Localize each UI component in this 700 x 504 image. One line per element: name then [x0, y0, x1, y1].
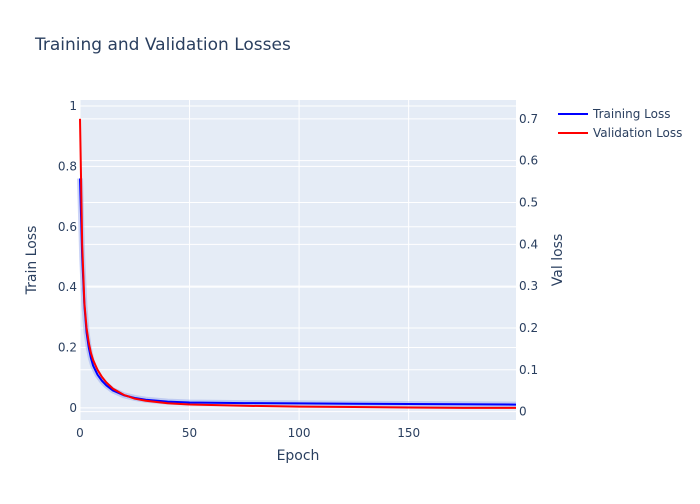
tick-label-y-right-2: 0.2: [519, 321, 538, 335]
chart-title: Training and Validation Losses: [34, 35, 291, 55]
tick-label-y-left-4: 0.8: [58, 159, 77, 173]
tick-label-y-left-3: 0.6: [58, 220, 77, 234]
tick-label-x-0: 0: [76, 426, 84, 440]
tick-label-y-left-1: 0.2: [58, 341, 77, 355]
tick-label-x-1: 50: [182, 426, 197, 440]
tick-label-y-right-7: 0.7: [519, 112, 538, 126]
tick-label-y-right-3: 0.3: [519, 279, 538, 293]
y-axis-right-label: Val loss: [550, 234, 566, 286]
legend[interactable]: Training Loss Validation Loss: [558, 107, 682, 140]
tick-label-y-left-5: 1: [69, 99, 77, 113]
tick-labels: 0 0.2 0.4 0.6 0.8 1 0 0.1 0.2 0.3 0.4 0.5 0.6 0.7 0 50 1…: [58, 99, 538, 440]
gridlines: [79, 100, 516, 420]
tick-label-y-right-0: 0: [519, 405, 527, 419]
legend-label-training: Training Loss: [592, 107, 670, 121]
series-line-validation: [79, 118, 516, 409]
tick-label-x-2: 100: [288, 426, 311, 440]
legend-item-validation[interactable]: Validation Loss: [558, 126, 682, 140]
tick-label-y-right-5: 0.5: [519, 195, 538, 209]
tick-label-y-right-4: 0.4: [519, 237, 538, 251]
legend-item-training[interactable]: Training Loss: [558, 107, 670, 121]
tick-label-y-right-1: 0.1: [519, 363, 538, 377]
tick-label-y-right-6: 0.6: [519, 154, 538, 168]
y-axis-left-label: Train Loss: [24, 226, 40, 296]
tick-label-x-3: 150: [397, 426, 420, 440]
tick-label-y-left-0: 0: [69, 401, 77, 415]
tick-label-y-left-2: 0.4: [58, 280, 77, 294]
legend-label-validation: Validation Loss: [593, 126, 682, 140]
x-axis-label: Epoch: [277, 448, 320, 464]
plot-area: [80, 100, 516, 420]
series-layer: [77, 118, 517, 409]
